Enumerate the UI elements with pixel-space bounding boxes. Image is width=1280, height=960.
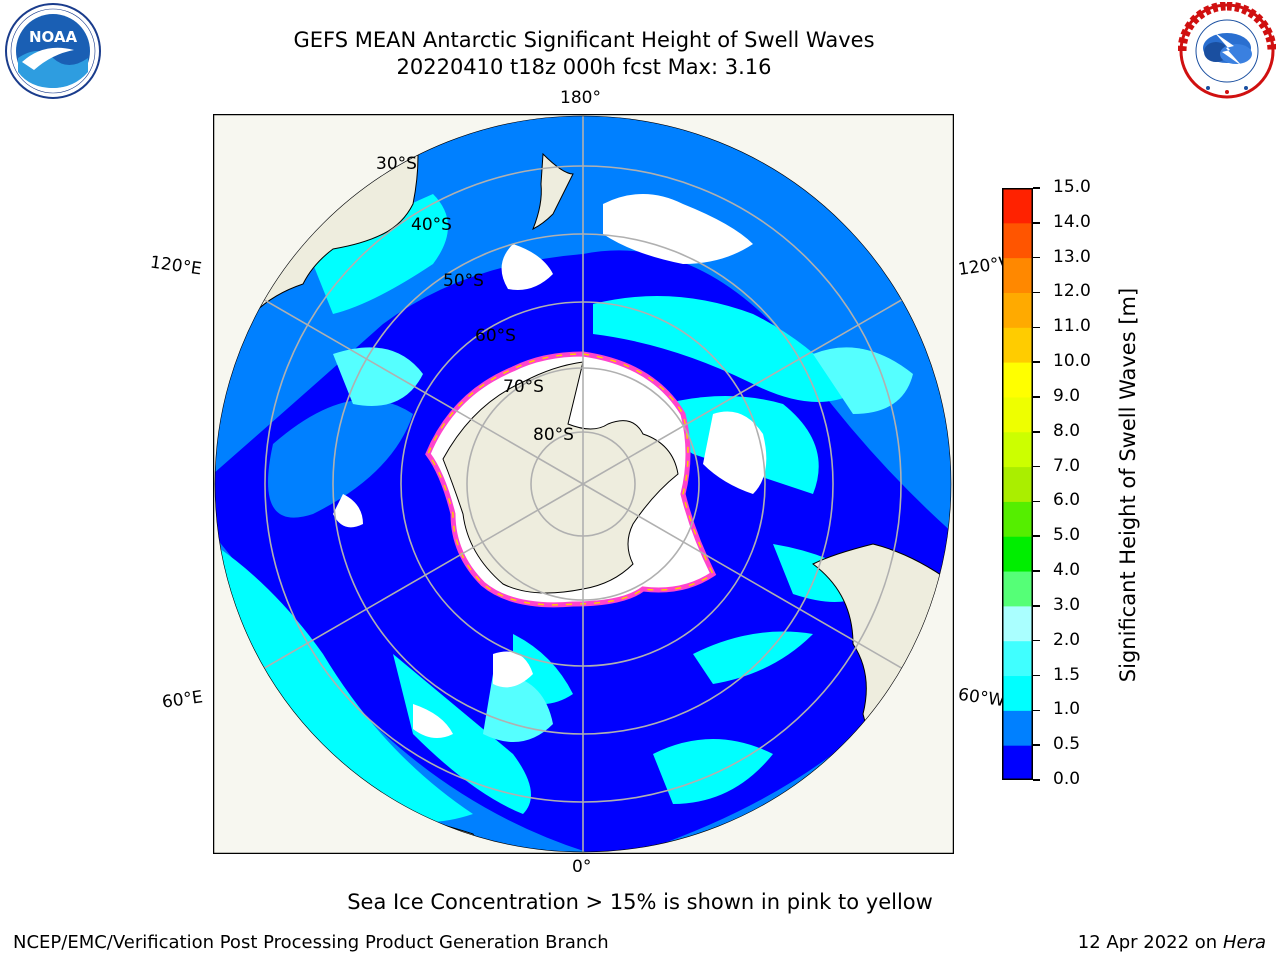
colorbar-tick-label: 2.0 [1053,629,1081,650]
colorbar-tick-label: 3.0 [1053,594,1081,615]
footer-branch: NCEP/EMC/Verification Post Processing Pr… [13,932,609,953]
lon-label-60w: 60°W [956,684,1007,712]
colorbar-segment [1002,466,1033,502]
colorbar-tick-mark [1033,396,1040,398]
colorbar-tick-label: 1.0 [1053,699,1081,720]
colorbar-segment [1002,188,1033,224]
lat-label-80s: 80°S [533,425,574,445]
colorbar-segment [1002,536,1033,572]
lat-label-40s: 40°S [411,215,452,235]
colorbar-segment [1002,745,1033,780]
noaa-logo: NOAA [5,3,101,99]
colorbar-tick-mark [1033,500,1040,503]
colorbar-tick-label: 8.0 [1053,420,1081,441]
colorbar-tick-mark [1033,256,1040,259]
lon-label-120e: 120°E [148,252,203,280]
colorbar-tick-label: 9.0 [1053,385,1081,406]
colorbar-tick-label: 11.0 [1053,316,1091,337]
colorbar-segment [1002,675,1033,711]
lat-label-30s: 30°S [376,154,417,174]
colorbar-label-text: Significant Height of Swell Waves [m] [1116,287,1140,683]
noaa-logo-text: NOAA [29,28,78,46]
colorbar-segment [1002,571,1033,607]
colorbar-tick-label: 6.0 [1053,490,1081,511]
colorbar-tick-label: 7.0 [1053,455,1081,476]
colorbar-segment [1002,257,1033,293]
colorbar-segment [1002,362,1033,398]
colorbar-tick-label: 5.0 [1053,525,1081,546]
polar-map: 30°S 40°S 50°S 60°S 70°S 80°S [213,114,954,854]
footer-date-text: 12 Apr 2022 on [1077,932,1223,953]
colorbar-tick-label: 12.0 [1053,281,1091,302]
colorbar-tick-mark [1033,639,1040,642]
sea-ice-note: Sea Ice Concentration > 15% is shown in … [347,890,933,914]
lat-label-60s: 60°S [475,326,516,346]
colorbar-tick-mark [1033,709,1040,712]
colorbar-tick-label: 15.0 [1053,177,1091,197]
colorbar-tick-label: 10.0 [1053,351,1091,372]
colorbar-tick-mark [1033,779,1040,781]
colorbar-segment [1002,327,1033,363]
colorbar-tick-mark [1033,326,1040,329]
lon-label-180: 180° [560,88,601,108]
colorbar-segment [1002,605,1033,642]
colorbar-tick-mark [1033,535,1040,537]
lat-label-50s: 50°S [443,271,484,291]
chart-subtitle: 20220410 t18z 000h fcst Max: 3.16 [396,55,772,79]
colorbar-segment [1002,431,1033,468]
colorbar-tick-label: 1.5 [1053,664,1081,685]
colorbar-tick-mark [1033,222,1040,224]
colorbar-tick-label: 0.0 [1053,769,1081,789]
colorbar-tick-mark [1033,605,1040,607]
footer-host: Hera [1222,932,1266,953]
colorbar-tick-mark [1033,465,1040,468]
colorbar-segment [1002,710,1033,746]
lon-label-60e: 60°E [160,687,205,713]
colorbar-segment [1002,222,1033,259]
colorbar-segment [1002,501,1033,537]
colorbar-tick-mark [1033,674,1040,677]
colorbar-tick-mark [1033,431,1040,433]
chart-title: GEFS MEAN Antarctic Significant Height o… [293,28,875,52]
nws-logo [1178,2,1276,99]
colorbar-segment [1002,396,1033,433]
colorbar-label: Significant Height of Swell Waves [m] [1115,288,1141,682]
colorbar-segment [1002,640,1033,677]
colorbar-tick-mark [1033,187,1040,189]
colorbar-tick-mark [1033,744,1040,746]
colorbar-segment [1002,292,1033,328]
colorbar-tick-label: 13.0 [1053,246,1091,267]
lat-label-70s: 70°S [503,377,544,397]
colorbar [1002,188,1033,780]
colorbar-tick-label: 0.5 [1053,734,1081,755]
footer-date: 12 Apr 2022 on Hera [1078,932,1266,953]
colorbar-tick-mark [1033,291,1040,294]
colorbar-tick-mark [1033,570,1040,572]
colorbar-tick-mark [1033,361,1040,363]
colorbar-tick-label: 14.0 [1053,211,1091,232]
colorbar-tick-label: 4.0 [1053,560,1081,581]
lon-label-0: 0° [572,857,592,877]
